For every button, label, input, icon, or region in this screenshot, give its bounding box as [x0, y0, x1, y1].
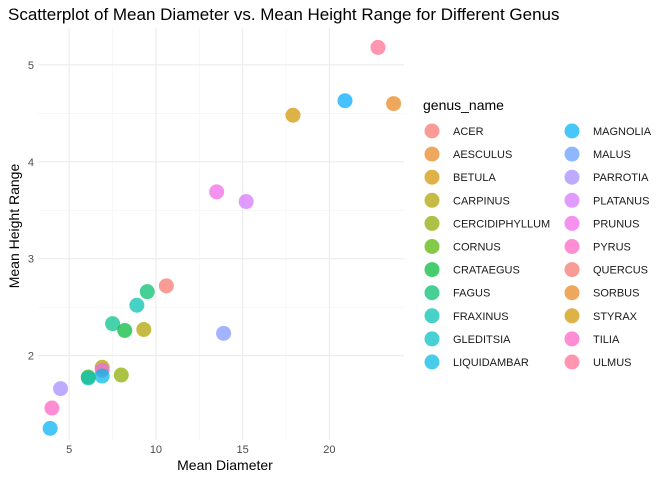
legend-key — [424, 285, 440, 301]
data-point — [53, 381, 69, 397]
x-tick-label: 5 — [66, 444, 72, 456]
plot-grid — [38, 28, 404, 440]
legend-key — [424, 239, 440, 254]
y-tick-label: 5 — [28, 60, 34, 72]
legend-title: genus_name — [423, 97, 504, 113]
chart-title: Scatterplot of Mean Diameter vs. Mean He… — [8, 5, 560, 24]
legend-key — [564, 308, 580, 324]
legend-label: ACER — [453, 126, 484, 138]
data-point — [117, 322, 133, 338]
legend-key — [424, 331, 440, 347]
legend-label: STYRAX — [593, 311, 638, 323]
data-point — [113, 367, 129, 383]
y-axis-ticks: 2 3 4 5 — [28, 60, 34, 363]
legend-label: SORBUS — [593, 288, 639, 300]
legend-key — [424, 308, 440, 324]
legend-label: MAGNOLIA — [593, 126, 652, 138]
legend-key — [424, 262, 440, 278]
legend-label: CERCIDIPHYLLUM — [453, 218, 550, 230]
legend-key — [564, 215, 580, 231]
data-point — [216, 325, 232, 341]
data-point — [129, 297, 145, 313]
data-point — [94, 368, 110, 384]
x-axis-ticks: 5 10 15 20 — [66, 444, 335, 456]
legend-label: TILIA — [593, 334, 620, 346]
legend-label: PLATANUS — [593, 195, 649, 207]
data-point — [44, 400, 60, 416]
legend-key — [564, 331, 580, 347]
legend-key — [424, 146, 440, 162]
data-point — [139, 284, 155, 300]
x-tick-label: 15 — [237, 444, 249, 456]
y-tick-label: 2 — [28, 351, 34, 363]
x-axis-title: Mean Diameter — [177, 457, 273, 473]
y-tick-label: 3 — [28, 254, 34, 266]
legend-key — [564, 123, 580, 139]
legend-key — [424, 354, 440, 370]
legend-label: LIQUIDAMBAR — [453, 357, 529, 369]
legend-label: CORNUS — [453, 242, 501, 254]
y-axis-title: Mean Height Range — [6, 164, 22, 289]
data-point — [136, 321, 152, 337]
legend-key — [564, 285, 580, 301]
data-point — [337, 93, 353, 109]
data-point — [158, 278, 174, 294]
legend-key — [564, 146, 580, 162]
legend-label: ULMUS — [593, 357, 632, 369]
legend-label: PARROTIA — [593, 172, 649, 184]
data-point — [370, 39, 386, 55]
legend-key — [564, 354, 580, 370]
x-tick-label: 20 — [323, 444, 335, 456]
legend-key — [564, 192, 580, 208]
legend-key — [424, 215, 440, 231]
data-point — [80, 370, 96, 386]
data-point — [105, 316, 121, 332]
legend-label: CRATAEGUS — [453, 265, 520, 277]
legend-key — [564, 169, 580, 185]
data-point — [386, 96, 402, 112]
legend-label: BETULA — [453, 172, 496, 184]
legend-key — [564, 262, 580, 278]
y-tick-label: 4 — [28, 157, 34, 169]
scatter-points — [42, 39, 402, 436]
legend-label: AESCULUS — [453, 149, 512, 161]
legend-label: QUERCUS — [593, 265, 648, 277]
legend-label: CARPINUS — [453, 195, 510, 207]
legend: genus_name ACER AESCULUS BETULA CARPINUS CER… — [423, 97, 652, 370]
data-point — [209, 184, 225, 200]
legend-label: FAGUS — [453, 288, 490, 300]
data-point — [42, 420, 58, 436]
legend-label: MALUS — [593, 149, 631, 161]
x-tick-label: 10 — [150, 444, 162, 456]
data-point — [238, 194, 254, 210]
legend-key — [424, 192, 440, 208]
legend-label: FRAXINUS — [453, 311, 509, 323]
legend-key — [424, 169, 440, 185]
legend-label: PRUNUS — [593, 218, 639, 230]
legend-key — [564, 239, 580, 254]
legend-label: PYRUS — [593, 242, 631, 254]
legend-label: GLEDITSIA — [453, 334, 511, 346]
legend-key — [424, 123, 440, 139]
data-point — [285, 107, 301, 123]
